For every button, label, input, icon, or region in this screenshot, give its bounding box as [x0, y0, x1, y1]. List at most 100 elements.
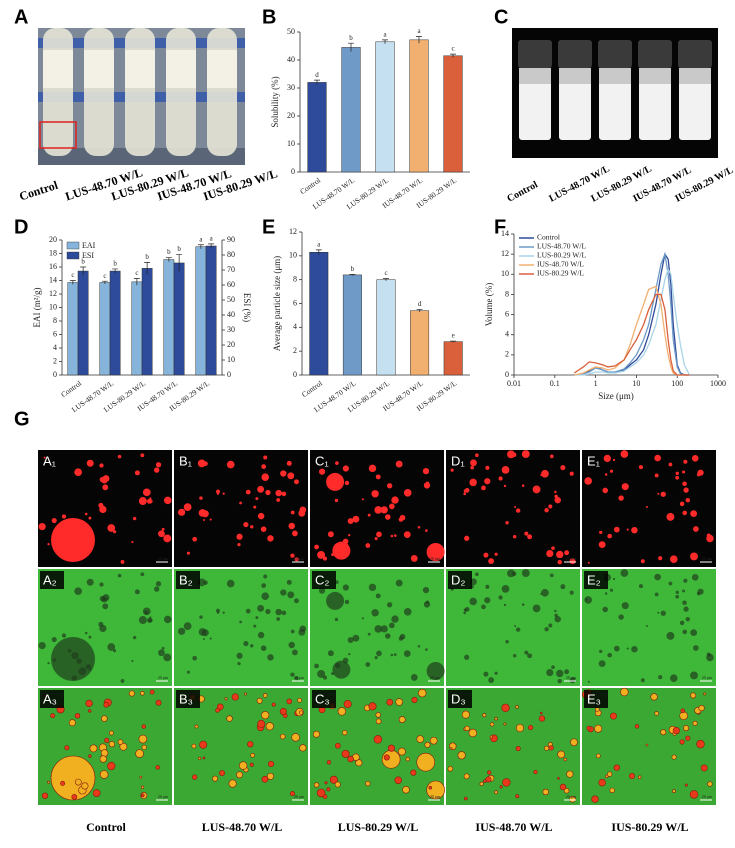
droplet	[524, 531, 529, 536]
y2-tick-label: 40	[227, 310, 235, 319]
droplet	[447, 766, 454, 772]
droplet	[314, 544, 319, 550]
droplet	[539, 711, 543, 715]
droplet	[524, 650, 529, 655]
droplet	[463, 773, 470, 780]
droplet	[464, 535, 470, 541]
error-bar	[112, 268, 119, 274]
droplet	[685, 497, 691, 503]
droplet	[81, 782, 89, 790]
droplet	[621, 602, 629, 610]
droplet	[546, 668, 554, 677]
droplet	[548, 623, 553, 628]
droplet	[463, 796, 468, 801]
droplet	[86, 578, 94, 586]
droplet	[682, 510, 688, 516]
droplet	[554, 490, 557, 494]
droplet	[367, 513, 371, 517]
micrograph: A₃ 20 μm	[38, 688, 172, 805]
droplet	[253, 624, 257, 628]
droplet	[380, 625, 388, 633]
droplet	[101, 477, 108, 484]
micrograph-label: D₃	[451, 691, 466, 706]
scale-bar-label: 20 μm	[294, 794, 305, 799]
droplet	[281, 491, 287, 497]
vial-top	[519, 68, 551, 84]
bar	[131, 281, 143, 376]
y2-tick-label: 0	[227, 370, 231, 379]
droplet	[689, 790, 699, 799]
droplet	[505, 520, 509, 525]
highlight-box	[39, 121, 77, 149]
droplet	[479, 781, 484, 786]
droplet	[389, 622, 395, 629]
micrograph-label: E₃	[587, 691, 601, 706]
droplet	[682, 589, 686, 593]
tube	[84, 28, 114, 156]
droplet	[144, 491, 148, 496]
droplet	[294, 557, 299, 562]
significance-label: b	[177, 245, 181, 253]
droplet	[669, 555, 678, 564]
y-tick-label: 4	[293, 322, 297, 331]
droplet	[202, 518, 205, 521]
droplet	[267, 760, 275, 768]
droplet	[587, 561, 590, 564]
droplet	[463, 611, 467, 615]
droplet	[475, 572, 479, 577]
scale-bar-label: 20 μm	[702, 556, 713, 561]
error-bar	[314, 79, 320, 85]
sample-label: Control	[505, 179, 540, 204]
droplet	[697, 588, 704, 595]
droplet	[494, 717, 498, 721]
droplet	[68, 719, 76, 727]
droplet	[425, 648, 428, 651]
y-axis-title: Solubility (%)	[270, 76, 280, 127]
droplet	[375, 718, 382, 725]
micrograph: C₃ 20 μm	[310, 688, 445, 805]
droplet	[343, 700, 352, 709]
legend-label: ESI	[82, 251, 94, 260]
droplet	[672, 726, 681, 735]
droplet	[198, 509, 207, 517]
droplet	[247, 741, 254, 748]
droplet	[261, 711, 270, 720]
x-tick-label: 10	[632, 379, 640, 388]
y-tick-label: 10	[287, 139, 295, 148]
droplet	[638, 584, 644, 589]
droplet	[243, 640, 249, 647]
column-label: IUS-48.70 W/L	[475, 820, 552, 834]
droplet	[628, 772, 635, 780]
droplet	[598, 541, 606, 549]
droplet	[263, 574, 268, 579]
droplet	[675, 471, 679, 476]
droplet	[556, 550, 564, 559]
droplet	[375, 593, 381, 599]
error-bar	[315, 249, 322, 255]
bar	[173, 262, 185, 376]
droplet	[690, 510, 698, 517]
droplet	[551, 665, 555, 669]
y2-tick-label: 60	[227, 280, 235, 289]
droplet	[668, 581, 673, 586]
droplet	[482, 713, 487, 718]
droplet	[138, 616, 147, 625]
droplet	[693, 526, 699, 532]
droplet	[501, 465, 510, 474]
droplet	[71, 651, 79, 660]
droplet	[374, 506, 383, 514]
droplet	[411, 696, 418, 703]
significance-label: b	[81, 258, 85, 266]
scale-bar-label: 20 μm	[294, 556, 305, 561]
y-tick-label: 8	[53, 316, 57, 325]
droplet	[183, 622, 192, 631]
tube	[125, 28, 155, 156]
droplet	[638, 465, 644, 470]
significance-label: d	[315, 71, 319, 79]
droplet	[85, 664, 92, 670]
label-bg	[584, 690, 608, 708]
droplet	[398, 517, 404, 522]
droplet	[637, 775, 642, 780]
droplet	[450, 468, 454, 472]
droplet	[117, 573, 122, 578]
